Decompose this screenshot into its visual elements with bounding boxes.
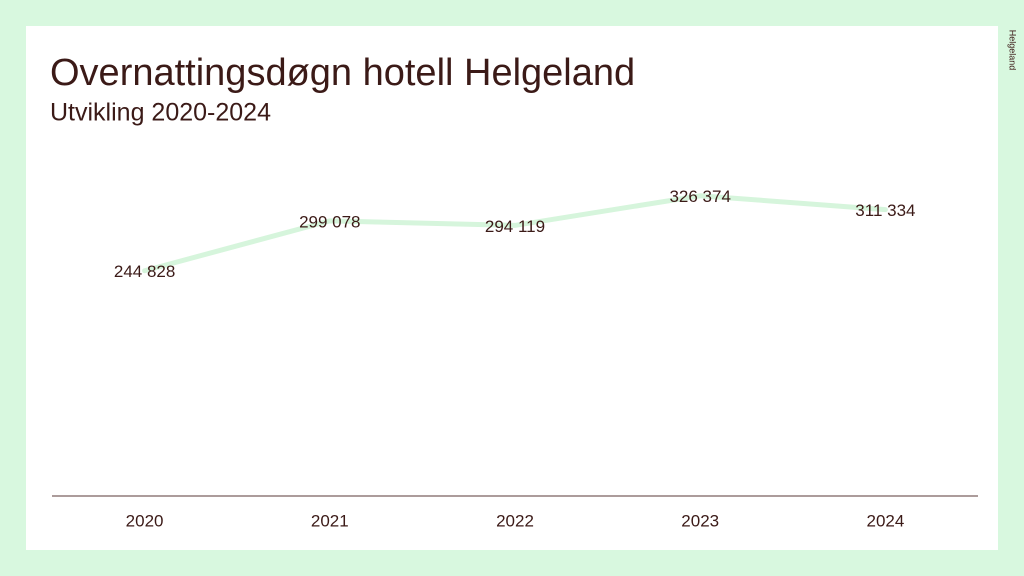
logo: Helgeland <box>1008 30 1018 71</box>
x-tick-label: 2024 <box>866 511 904 530</box>
chart-subtitle: Utvikling 2020-2024 <box>50 99 271 127</box>
data-label: 326 374 <box>669 187 730 206</box>
slide-card <box>26 26 998 550</box>
data-label: 294 119 <box>485 217 545 236</box>
x-tick-label: 2021 <box>311 511 349 530</box>
data-label: 244 828 <box>114 262 175 281</box>
data-label: 311 334 <box>855 201 915 220</box>
data-label: 299 078 <box>299 212 360 231</box>
x-tick-label: 2022 <box>496 511 534 530</box>
chart-title: Overnattingsdøgn hotell Helgeland <box>50 52 635 94</box>
x-tick-label: 2020 <box>126 511 164 530</box>
x-tick-label: 2023 <box>681 511 719 530</box>
line <box>142 193 888 274</box>
